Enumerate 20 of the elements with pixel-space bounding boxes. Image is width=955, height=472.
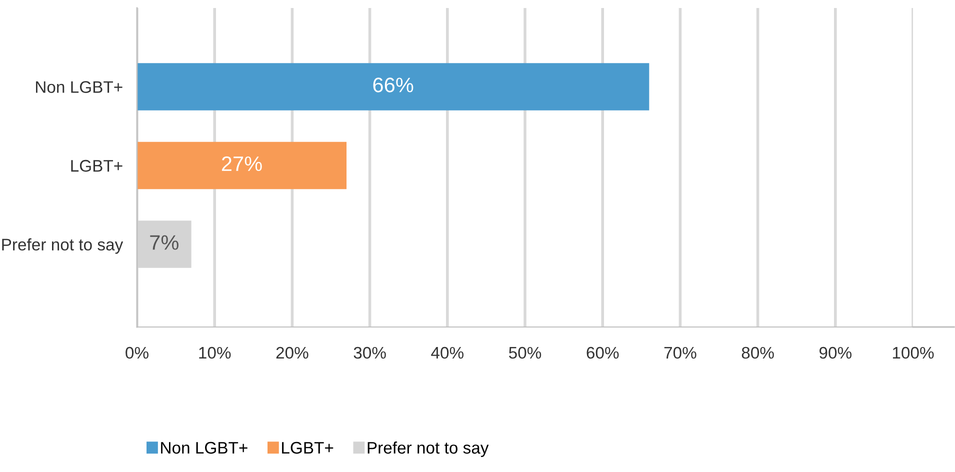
y-tick-label: Prefer not to say (2, 238, 124, 254)
x-tick-label: 100% (892, 346, 934, 359)
x-tick-label: 0% (126, 346, 148, 359)
x-tick-label: 90% (820, 346, 852, 359)
y-tick-label: LGBT+ (71, 160, 122, 172)
legend-label: Prefer not to say (368, 441, 489, 457)
legend-label: Non LGBT+ (161, 442, 248, 454)
x-tick-label: 60% (586, 346, 619, 359)
legend-label: LGBT+ (282, 442, 334, 454)
x-tick-label: 50% (508, 346, 542, 359)
x-tick-label: 20% (276, 346, 308, 359)
y-tick-label: Non LGBT+ (36, 81, 122, 93)
data-label: 66% (373, 78, 414, 92)
x-tick-label: 30% (354, 346, 386, 359)
x-tick-label: 40% (431, 346, 464, 359)
x-tick-label: 80% (742, 346, 774, 359)
x-tick-label: 10% (199, 346, 231, 359)
x-tick-label: 70% (664, 346, 696, 359)
data-label: 27% (222, 156, 262, 172)
data-label: 7% (150, 235, 178, 250)
